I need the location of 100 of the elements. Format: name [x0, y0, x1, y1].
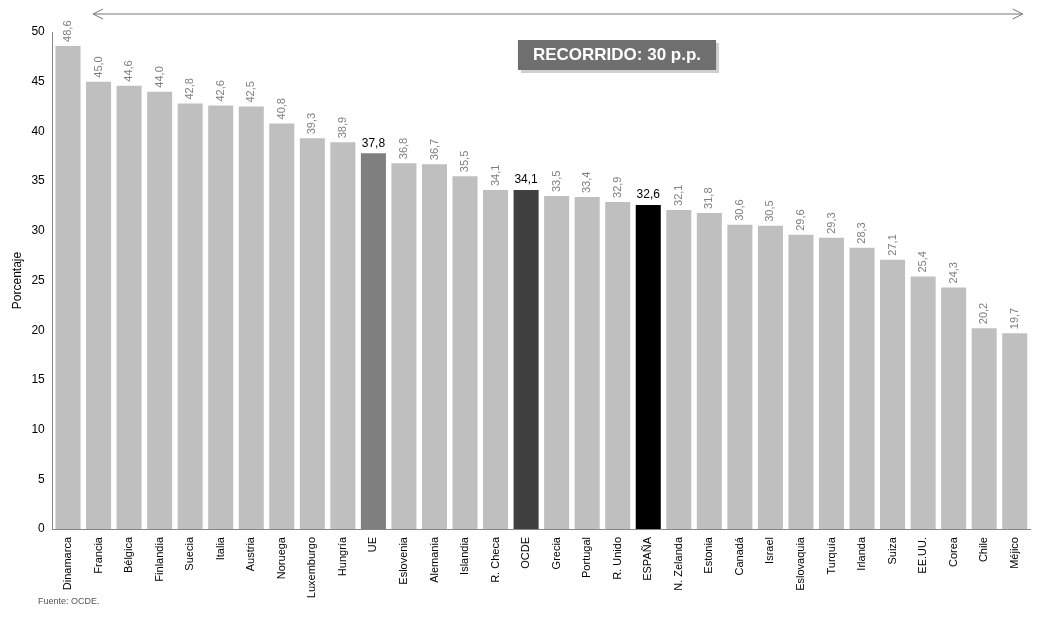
- data-label: 39,3: [305, 112, 318, 135]
- x-tick-label: Suiza: [885, 536, 898, 565]
- x-tick-label: R. Checa: [488, 536, 501, 583]
- bar: [330, 142, 356, 529]
- x-tick-label: Chile: [977, 537, 990, 563]
- bar: [269, 123, 295, 529]
- data-label: 36,7: [427, 138, 440, 161]
- bar: [116, 85, 142, 529]
- x-tick-label: Israel: [763, 537, 776, 564]
- data-label: 42,8: [183, 78, 196, 100]
- data-label: 30,5: [763, 200, 776, 222]
- data-label: 30,6: [732, 199, 745, 221]
- annotation: RECORRIDO: 30 p.p.: [532, 44, 702, 64]
- x-tick-label: Islandia: [458, 536, 471, 575]
- bar: [513, 190, 539, 529]
- data-label: 37,8: [361, 135, 386, 150]
- bar: [788, 234, 814, 529]
- bar: [574, 197, 600, 529]
- x-tick-label: Canadá: [732, 536, 745, 576]
- data-label: 32,6: [636, 187, 661, 202]
- bar: [483, 190, 509, 529]
- data-label: 45,0: [91, 56, 104, 78]
- bar: [849, 247, 875, 529]
- x-tick-label: Dinamarca: [61, 536, 74, 591]
- y-tick-label: 0: [38, 521, 46, 536]
- x-tick-label: Austria: [244, 536, 257, 572]
- data-label: 29,6: [793, 209, 806, 231]
- y-tick-label: 10: [31, 421, 46, 436]
- y-tick-label: 50: [31, 24, 46, 39]
- x-tick-label: Luxemburgo: [305, 537, 318, 599]
- x-tick-label: Francia: [91, 536, 104, 574]
- x-tick-label: Corea: [946, 536, 959, 567]
- x-tick-label: Bélgica: [122, 536, 135, 574]
- data-label: 33,5: [549, 170, 562, 193]
- y-tick-label: 30: [31, 223, 46, 238]
- data-label: 40,8: [274, 98, 287, 120]
- data-label: 36,8: [396, 137, 409, 160]
- x-tick-label: Grecia: [549, 536, 562, 570]
- data-label: 44,6: [122, 60, 135, 82]
- data-label: 20,2: [977, 302, 990, 325]
- bar: [238, 106, 264, 529]
- data-label: 32,1: [671, 184, 684, 206]
- source-note: Fuente: OCDE.: [38, 596, 100, 607]
- x-tick-label: OCDE: [519, 537, 532, 569]
- bar: [757, 225, 783, 529]
- x-tick-label: Estonia: [702, 536, 715, 574]
- y-axis-title: Porcentaje: [9, 251, 24, 310]
- bar: [910, 276, 936, 529]
- bar: [880, 259, 906, 529]
- y-tick-label: 40: [31, 123, 46, 138]
- x-tick-label: Méjico: [1007, 537, 1020, 569]
- data-label: 38,9: [335, 116, 348, 139]
- bar: [86, 81, 112, 529]
- y-tick-label: 25: [31, 272, 46, 287]
- x-tick-label: Noruega: [274, 536, 287, 580]
- data-label: 34,1: [514, 172, 539, 187]
- x-tick-label: Suecia: [183, 536, 196, 571]
- data-label: 31,8: [702, 187, 715, 209]
- bar: [818, 237, 845, 529]
- data-label: 19,7: [1007, 307, 1020, 330]
- bar: [391, 163, 417, 529]
- x-tick-label: ESPAÑA: [641, 536, 654, 581]
- data-label: 28,3: [855, 222, 868, 244]
- bar: [55, 45, 81, 529]
- bar: [299, 138, 325, 529]
- bar: [177, 103, 203, 529]
- data-label: 29,3: [824, 212, 837, 234]
- bar: [941, 287, 967, 529]
- y-tick-label: 20: [31, 322, 46, 337]
- bar: [452, 176, 478, 529]
- data-label: 32,9: [610, 176, 623, 198]
- x-tick-label: UE: [366, 537, 379, 553]
- data-label: 42,6: [213, 80, 226, 102]
- data-label: 42,5: [244, 81, 257, 103]
- data-label: 24,3: [946, 262, 959, 284]
- bar: [727, 224, 753, 529]
- y-tick-label: 45: [31, 74, 46, 89]
- bar: [635, 204, 661, 529]
- x-tick-label: Eslovaquia: [793, 536, 806, 591]
- x-tick-label: Eslovenia: [396, 536, 409, 585]
- bar: [696, 212, 722, 529]
- y-tick-label: 5: [38, 471, 46, 486]
- data-label: 48,6: [61, 20, 74, 42]
- bar: [1002, 333, 1028, 529]
- bar: [666, 209, 692, 529]
- x-tick-label: EE.UU.: [916, 537, 929, 574]
- data-label: 33,4: [580, 171, 593, 193]
- x-tick-label: Alemania: [427, 536, 440, 583]
- data-label: 25,4: [916, 251, 929, 273]
- x-tick-label: Portugal: [580, 537, 593, 578]
- data-label: 27,1: [885, 234, 898, 256]
- data-label: 34,1: [488, 164, 501, 187]
- y-tick-label: 35: [31, 173, 46, 188]
- data-label: 35,5: [458, 150, 471, 173]
- bar: [605, 201, 631, 529]
- bar: [971, 328, 997, 529]
- x-tick-label: Irlanda: [855, 536, 868, 571]
- x-tick-label: Hungría: [335, 536, 348, 577]
- x-tick-label: Italia: [213, 536, 226, 561]
- bar: [421, 164, 448, 529]
